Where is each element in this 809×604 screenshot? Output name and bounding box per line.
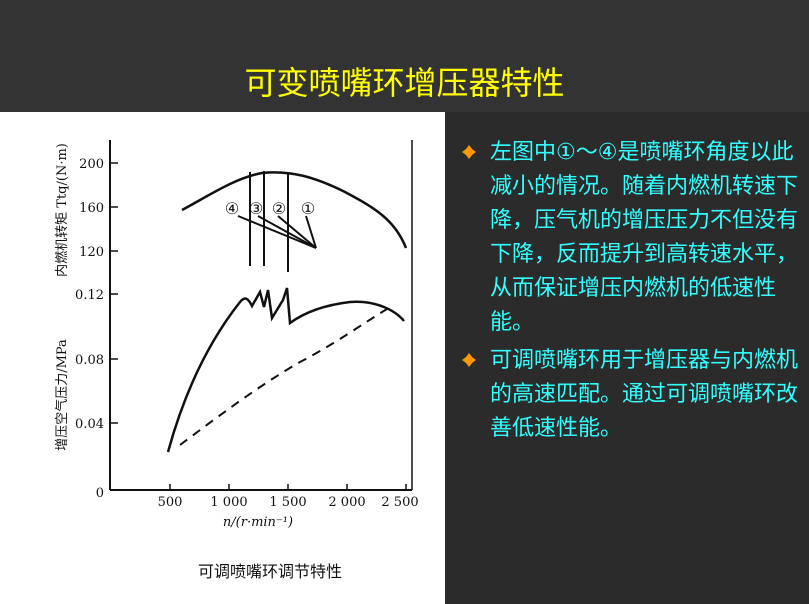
x-tick-label: 2 500 [381, 495, 418, 510]
bullet-item: 左图中①～④是喷嘴环角度以此减小的情况。随着内燃机转速下降，压气机的增压压力不但… [458, 136, 798, 340]
torque-tick-label: 160 [79, 201, 104, 216]
bullet-text: 可调喷嘴环用于增压器与内燃机的高速匹配。通过可调喷嘴环改善低速性能。 [490, 348, 799, 441]
x-axis-label: n/(r·min⁻¹) [223, 515, 293, 530]
x-tick-label: 2 000 [328, 495, 365, 510]
torque-curve [181, 171, 408, 249]
pressure-tick-label: 0.04 [75, 417, 104, 432]
x-tick-label: 1 000 [210, 495, 247, 510]
boost-pressure-curve-fixed [179, 305, 393, 446]
figure-caption: 可调喷嘴环调节特性 [198, 562, 342, 581]
origin-label: 0 [96, 486, 104, 501]
torque-position-lines [237, 171, 317, 272]
engine-characteristic-figure: 200 160 120 0.12 0.08 0.04 0 500 1 000 1… [54, 140, 419, 581]
torque-axis-label: 内燃机转矩 Ttq/(N·m) [54, 143, 70, 277]
x-ticks: 500 1 000 1 500 2 000 2 500 [158, 484, 419, 510]
pressure-tick-label: 0.12 [75, 288, 104, 303]
pressure-ticks: 0.12 0.08 0.04 0 [75, 288, 118, 501]
x-tick-label: 500 [158, 495, 183, 510]
bullet-item: 可调喷嘴环用于增压器与内燃机的高速匹配。通过可调喷嘴环改善低速性能。 [458, 344, 798, 446]
x-tick-label: 1 500 [269, 495, 306, 510]
torque-tick-label: 200 [79, 157, 104, 172]
pressure-axis-label: 增压空气压力/MPa [54, 339, 70, 451]
diamond-bullet-icon [462, 353, 476, 367]
position-marker-3: ③ [249, 199, 263, 218]
boost-pressure-curve-variable [166, 287, 405, 453]
text-panel [445, 112, 809, 604]
pressure-tick-label: 0.08 [75, 353, 104, 368]
bullet-list: 左图中①～④是喷嘴环角度以此减小的情况。随着内燃机转速下降，压气机的增压压力不但… [458, 136, 798, 450]
torque-tick-label: 120 [79, 245, 104, 260]
bullet-text: 左图中①～④是喷嘴环角度以此减小的情况。随着内燃机转速下降，压气机的增压压力不但… [490, 140, 799, 335]
torque-ticks: 200 160 120 [79, 157, 118, 260]
position-markers: ④ ③ ② ① [225, 199, 315, 218]
title-bar [0, 0, 809, 112]
diamond-bullet-icon [462, 145, 476, 159]
position-marker-2: ② [272, 199, 286, 218]
position-marker-4: ④ [225, 199, 239, 218]
position-marker-1: ① [301, 199, 315, 218]
figure-panel: 200 160 120 0.12 0.08 0.04 0 500 1 000 1… [0, 112, 445, 604]
slide-title: 可变喷嘴环增压器特性 [244, 64, 565, 102]
